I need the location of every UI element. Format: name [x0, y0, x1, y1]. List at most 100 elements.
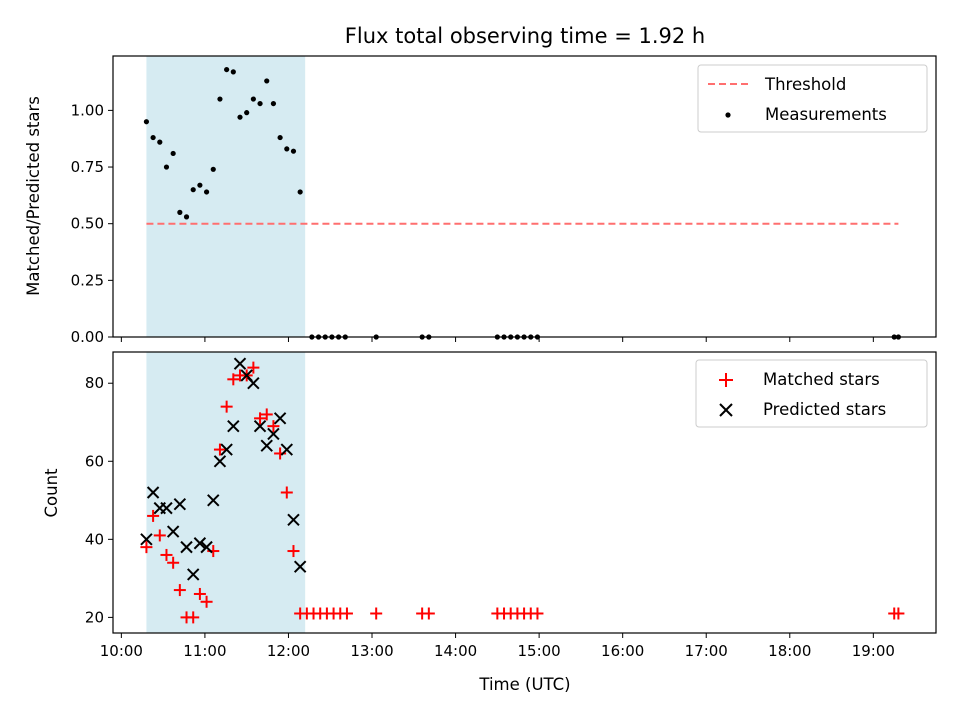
measurement-point	[177, 209, 183, 215]
matched-star-point	[187, 611, 200, 624]
matched-star-point	[892, 607, 905, 620]
predicted-x-b	[260, 439, 273, 452]
predicted-x-b	[273, 412, 287, 425]
predicted-star-point	[160, 501, 173, 515]
measurement-point	[203, 189, 210, 195]
measurement-point	[250, 96, 256, 102]
measurement-point	[224, 66, 230, 73]
matched-star-point	[220, 400, 233, 413]
matched-star-point	[200, 595, 213, 608]
matched-star-point	[147, 509, 160, 522]
predicted-star-point	[166, 525, 180, 538]
top-x-ticks	[120, 337, 874, 342]
top-y-tick-label: 0.75	[71, 158, 104, 176]
top-axes-frame	[112, 55, 937, 338]
matched-star-points	[140, 361, 905, 624]
bottom-y-tick-label: 80	[85, 374, 104, 392]
predicted-x-b	[213, 455, 227, 468]
predicted-star-point	[140, 533, 153, 546]
predicted-x-b	[160, 501, 173, 515]
bottom-highlight-rect	[146, 352, 306, 633]
measurement-point	[284, 146, 290, 152]
measurement-point	[257, 100, 263, 107]
matched-star-point	[247, 361, 260, 374]
bottom-x-tick-label: 19:00	[852, 642, 895, 660]
predicted-x-b	[233, 357, 247, 370]
bottom-x-tick-label: 15:00	[518, 642, 561, 660]
matched-star-point	[422, 607, 435, 620]
predicted-star-point	[213, 455, 227, 468]
bottom-x-tick-label: 10:00	[100, 642, 143, 660]
predicted-star-point	[180, 540, 193, 554]
measurement-point	[210, 166, 216, 172]
matched-star-point	[140, 541, 153, 554]
predicted-x-b	[187, 568, 200, 581]
bottom-y-axis-label: Count	[42, 468, 61, 518]
predicted-star-point	[193, 537, 207, 550]
matched-star-point	[153, 529, 166, 542]
measurement-point	[190, 187, 196, 193]
bottom-y-ticks: 20 40 60 80	[85, 374, 113, 626]
predicted-legend-swatch	[719, 403, 733, 417]
predicted-x-b	[146, 486, 160, 499]
x-axis-label: Time (UTC)	[478, 675, 570, 694]
predicted-x-b	[247, 377, 260, 390]
matched-star-point	[160, 548, 173, 561]
predicted-star-point	[146, 486, 160, 499]
bottom-y-tick-label: 40	[85, 530, 104, 548]
predicted-star-point	[200, 540, 213, 554]
measurement-point	[290, 148, 297, 154]
measurement-point	[264, 78, 270, 84]
bottom-x-tick-label: 14:00	[434, 642, 477, 660]
top-y-axis-label: Matched/Predicted stars	[24, 96, 43, 296]
top-legend: Threshold Measurements	[697, 64, 928, 133]
predicted-x-b	[173, 498, 187, 511]
matched-legend-swatch	[719, 373, 733, 387]
figure-title: Flux total observing time = 1.92 h	[345, 24, 705, 48]
measurement-point	[237, 114, 243, 120]
predicted-star-point	[280, 443, 293, 456]
predicted-star-point	[173, 498, 187, 511]
measurement-point	[183, 214, 190, 220]
predicted-star-point	[260, 439, 273, 452]
bottom-x-ticks: 10:00 11:00 12:00 13:00 14:00 15:00 16:00 17:00…	[100, 633, 895, 660]
measurements-legend-swatch	[725, 112, 731, 118]
top-y-tick-label: 0.50	[71, 215, 104, 233]
predicted-star-point	[267, 427, 280, 441]
bottom-y-tick-label: 60	[85, 452, 104, 470]
bottom-legend-box	[695, 359, 928, 428]
measurement-points	[143, 66, 902, 340]
top-y-tick-label: 0.25	[71, 271, 104, 289]
matched-star-point	[227, 373, 240, 386]
measurement-point	[270, 100, 277, 107]
predicted-legend-label: Predicted stars	[763, 400, 886, 419]
matched-star-point	[167, 556, 180, 569]
bottom-x-tick-label: 12:00	[267, 642, 310, 660]
matched-star-point	[280, 486, 293, 499]
matched-star-point	[267, 420, 280, 433]
matched-star-point	[340, 607, 353, 620]
predicted-x-b	[140, 533, 153, 546]
measurement-point	[244, 110, 250, 116]
matched-star-point	[370, 607, 383, 620]
matched-star-point	[287, 545, 300, 558]
measurement-point	[163, 164, 170, 170]
predicted-x-b	[166, 525, 180, 538]
predicted-x-b	[280, 443, 293, 456]
matched-star-point	[213, 443, 226, 456]
predicted-star-point	[247, 377, 260, 390]
bottom-axes-frame	[112, 351, 937, 634]
measurement-point	[230, 69, 236, 75]
top-highlight-rect	[146, 56, 306, 337]
matched-star-point	[193, 587, 206, 600]
predicted-star-point	[253, 419, 267, 433]
matched-legend-label: Matched stars	[763, 370, 880, 389]
measurement-point	[157, 139, 163, 145]
predicted-star-point	[227, 419, 240, 433]
predicted-x-b	[267, 427, 280, 441]
predicted-star-point	[207, 494, 220, 507]
predicted-star-point	[273, 412, 287, 425]
predicted-x-b	[227, 419, 240, 433]
measurement-point	[297, 189, 303, 195]
